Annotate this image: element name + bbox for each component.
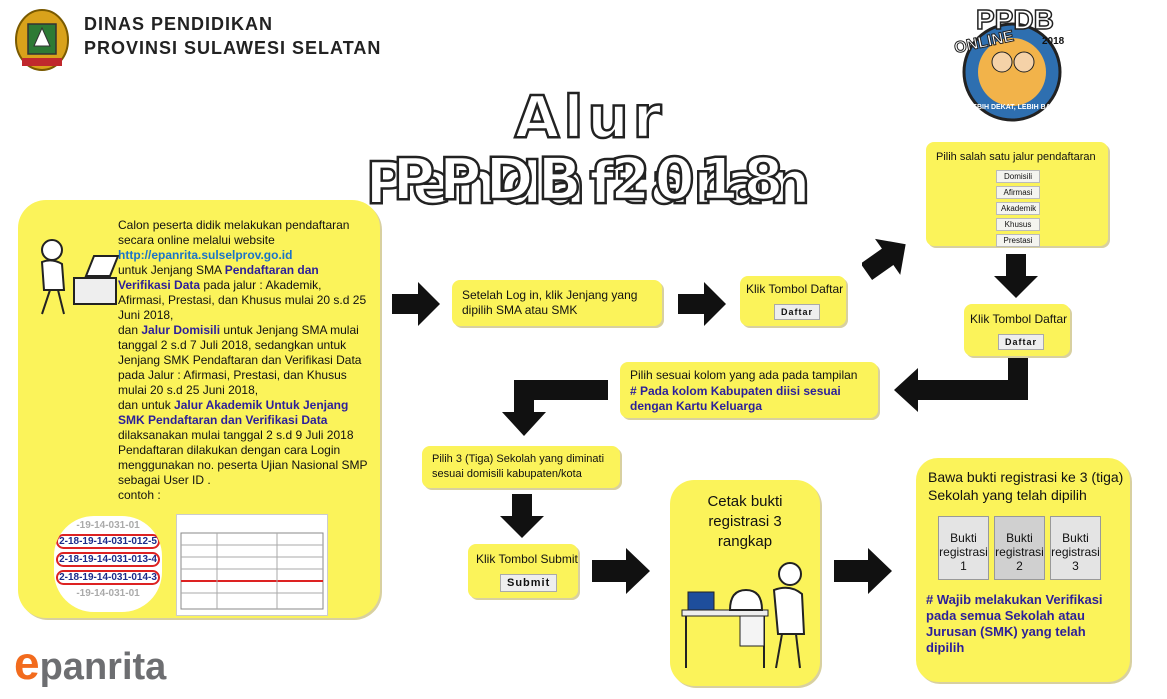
- receipt-3-line2: registrasi: [1051, 545, 1100, 559]
- step-kolom-box: Pilih sesuai kolom yang ada pada tampila…: [620, 362, 878, 418]
- option-prestasi[interactable]: Prestasi: [996, 234, 1040, 247]
- step-bawa-text: Bawa bukti registrasi ke 3 (tiga) Sekola…: [928, 469, 1124, 503]
- option-domisili[interactable]: Domisili: [996, 170, 1040, 183]
- exam-number-faded-top: -19-14-031-01: [76, 520, 140, 531]
- submit-button[interactable]: Submit: [500, 574, 558, 592]
- exam-number-examples: -19-14-031-01 2-18-19-14-031-012-5 2-18-…: [54, 516, 162, 612]
- step-login-text: Setelah Log in, klik Jenjang yang dipili…: [462, 288, 638, 317]
- logo-year: 2018: [1042, 36, 1065, 47]
- step-daftar-label-2: Klik Tombol Daftar: [970, 312, 1068, 326]
- step-kolom-text: Pilih sesuai kolom yang ada pada tampila…: [630, 368, 858, 382]
- diagram-title-line2: PPDB 2018: [391, 145, 788, 214]
- intro-p4a: dan untuk: [118, 398, 175, 412]
- arrow-right-icon: [592, 548, 650, 594]
- receipt-3-num: 3: [1072, 559, 1079, 573]
- step-submit-box: Klik Tombol Submit Submit: [468, 544, 578, 598]
- registration-receipt-2: Bukti registrasi 2: [994, 516, 1045, 580]
- person-at-computer-illustration: [30, 228, 120, 318]
- arrow-left-down-icon: [502, 380, 608, 436]
- step-jalur-box: Pilih salah satu jalur pendaftaran Domis…: [926, 142, 1108, 247]
- arrow-down-icon: [500, 494, 544, 538]
- intro-p6: contoh :: [118, 488, 161, 502]
- intro-p2b: Pendaftaran dan Verifikasi Data: [118, 263, 319, 292]
- exam-number-faded-bottom: -19-14-031-01: [76, 588, 140, 599]
- receipt-1-line1: Bukti: [950, 531, 977, 545]
- step-sekolah-box: Pilih 3 (Tiga) Sekolah yang diminati ses…: [422, 446, 620, 488]
- epanrita-logo: epanrita: [14, 640, 166, 690]
- step-bawa-box: Bawa bukti registrasi ke 3 (tiga) Sekola…: [916, 458, 1130, 682]
- exam-document-thumbnail: [176, 514, 328, 616]
- arrow-right-icon: [834, 548, 892, 594]
- arrow-down-left-icon: [894, 358, 1028, 412]
- step-bawa-note: # Wajib melakukan Verifikasi pada semua …: [926, 592, 1103, 655]
- receipt-1-num: 1: [960, 559, 967, 573]
- intro-p5: Pendaftaran dilakukan dengan cara Login …: [118, 443, 368, 487]
- option-afirmasi[interactable]: Afirmasi: [996, 186, 1040, 199]
- step-cetak-box: Cetak bukti registrasi 3 rangkap: [670, 480, 820, 686]
- arrow-right-icon: [392, 282, 440, 326]
- intro-p1: Calon peserta didik melakukan pendaftara…: [118, 218, 350, 247]
- arrow-right-icon: [678, 282, 726, 326]
- receipt-1-line2: registrasi: [939, 545, 988, 559]
- step-daftar-label-1: Klik Tombol Daftar: [746, 282, 844, 296]
- logo-title: PPDB: [975, 3, 1054, 36]
- daftar-button-2[interactable]: Daftar: [998, 334, 1045, 350]
- step-daftar-box-1: Klik Tombol Daftar Daftar: [740, 276, 846, 326]
- intro-box: Calon peserta didik melakukan pendaftara…: [18, 200, 380, 618]
- ppdb-online-logo: PPDB ONLINE 2018 LEBIH DEKAT, LEBIH BAIK: [948, 3, 1068, 126]
- arrow-up-right-icon: [862, 238, 906, 280]
- jalur-options: Domisili Afirmasi Akademik Khusus Presta…: [996, 170, 1040, 250]
- step-login-box: Setelah Log in, klik Jenjang yang dipili…: [452, 280, 662, 326]
- org-name-line1: DINAS PENDIDIKAN: [84, 14, 274, 34]
- registration-receipt-1: Bukti registrasi 1: [938, 516, 989, 580]
- arrow-down-icon: [994, 254, 1038, 298]
- intro-p4b: Jalur Akademik Untuk Jenjang SMK Pendaft…: [118, 398, 349, 427]
- epanrita-logo-e: e: [14, 637, 40, 689]
- intro-p3c: untuk Jenjang SMA mulai tanggal 2 s.d 7 …: [118, 323, 362, 397]
- intro-p3b: Jalur Domisili: [141, 323, 221, 337]
- logo-slogan: LEBIH DEKAT, LEBIH BAIK: [968, 104, 1058, 111]
- registration-receipt-3: Bukti registrasi 3: [1050, 516, 1101, 580]
- option-khusus[interactable]: Khusus: [996, 218, 1040, 231]
- receipt-2-num: 2: [1016, 559, 1023, 573]
- website-link[interactable]: http://epanrita.sulselprov.go.id: [118, 248, 293, 262]
- step-jalur-label: Pilih salah satu jalur pendaftaran: [936, 151, 1096, 163]
- intro-text: Calon peserta didik melakukan pendaftara…: [118, 218, 370, 503]
- intro-p4c: dilaksanakan mulai tanggal 2 s.d 9 Juli …: [118, 428, 354, 442]
- exam-number-example-2: 2-18-19-14-031-013-4: [56, 552, 160, 567]
- diagram-title-line1: Alur Pendaftaran: [364, 83, 815, 218]
- receipt-3-line1: Bukti: [1062, 531, 1089, 545]
- intro-p3a: dan: [118, 323, 142, 337]
- province-emblem: [10, 6, 74, 74]
- step-sekolah-text: Pilih 3 (Tiga) Sekolah yang diminati ses…: [432, 453, 605, 480]
- org-name-line2: PROVINSI SULAWESI SELATAN: [84, 38, 382, 58]
- step-cetak-text: Cetak bukti registrasi 3 rangkap: [707, 493, 783, 550]
- epanrita-logo-text: panrita: [39, 646, 167, 688]
- daftar-button-1[interactable]: Daftar: [774, 304, 821, 320]
- intro-p2c: pada jalur : Akademik, Afirmasi, Prestas…: [118, 278, 367, 322]
- receipt-2-line2: registrasi: [995, 545, 1044, 559]
- step-daftar-box-2: Klik Tombol Daftar Daftar: [964, 304, 1070, 356]
- receipt-2-line1: Bukti: [1006, 531, 1033, 545]
- person-printing-illustration: [678, 556, 814, 676]
- exam-number-example-1: 2-18-19-14-031-012-5: [56, 534, 160, 549]
- step-submit-label: Klik Tombol Submit: [476, 552, 578, 566]
- step-kolom-note: # Pada kolom Kabupaten diisi sesuai deng…: [630, 384, 841, 413]
- exam-number-example-3: 2-18-19-14-031-014-3: [56, 570, 160, 585]
- intro-p2a: untuk Jenjang SMA: [118, 263, 225, 277]
- option-akademik[interactable]: Akademik: [996, 202, 1040, 215]
